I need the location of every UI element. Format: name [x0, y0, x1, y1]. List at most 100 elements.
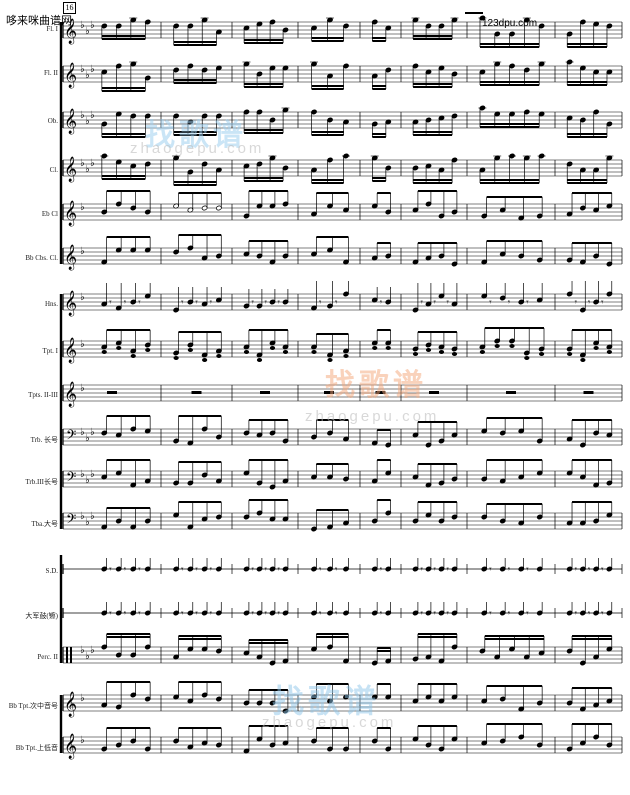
key-flat-icon: ♭	[80, 202, 85, 213]
eighth-rest-icon: 𝄾	[109, 298, 112, 308]
key-flat-icon: ♭	[85, 26, 90, 37]
note-beam	[465, 12, 483, 14]
notehead	[372, 346, 378, 350]
eighth-rest-icon: 𝄾	[278, 298, 281, 308]
bass-clef-icon: 𝄢	[66, 469, 76, 488]
notehead	[606, 350, 612, 354]
key-flat-icon: ♭	[90, 158, 95, 169]
notehead	[311, 350, 317, 354]
label-tpt1: Tpt. I	[42, 347, 58, 355]
eighth-rest-icon: 𝄾	[210, 565, 213, 575]
key-flat-icon: ♭	[90, 427, 95, 438]
key-flat-icon: ♭	[85, 433, 90, 444]
whole-rest	[260, 391, 270, 394]
eighth-rest-icon: 𝄾	[181, 298, 184, 308]
notehead	[130, 354, 136, 358]
whole-rest	[375, 391, 386, 394]
percussion-clef-icon	[66, 647, 68, 663]
eighth-rest-icon: 𝄾	[601, 298, 604, 308]
eighth-rest-icon: 𝄾	[319, 565, 322, 575]
notehead	[216, 354, 222, 358]
label-hns: Hns.	[44, 300, 58, 308]
key-flat-icon: ♭	[80, 469, 85, 480]
notehead	[479, 350, 485, 354]
treble-clef-icon: 𝄞	[64, 733, 77, 759]
eighth-rest-icon: 𝄾	[124, 609, 127, 619]
notehead	[567, 352, 573, 356]
label-trb: Trb. 长号	[30, 436, 58, 444]
eighth-rest-icon: 𝄾	[421, 609, 424, 619]
eighth-rest-icon: 𝄾	[265, 609, 268, 619]
key-flat-icon: ♭	[80, 693, 85, 704]
bass-clef-icon: 𝄢	[66, 427, 76, 446]
key-flat-icon: ♭	[90, 645, 95, 656]
eighth-rest-icon: 𝄾	[447, 609, 450, 619]
notehead	[282, 350, 289, 354]
label-trb3: Trb.III长号	[25, 478, 58, 486]
eighth-rest-icon: 𝄾	[278, 565, 281, 575]
notehead	[173, 356, 179, 360]
label-cl: Cl.	[49, 166, 58, 174]
notehead	[593, 346, 599, 350]
label-bbcl: Bb Cbs. Cl.	[25, 254, 58, 262]
eighth-rest-icon: 𝄾	[335, 609, 338, 619]
notehead	[412, 352, 419, 356]
eighth-rest-icon: 𝄾	[138, 565, 141, 575]
notehead	[451, 352, 458, 356]
label-ob: Ob.	[47, 117, 58, 125]
eighth-rest-icon: 𝄾	[335, 298, 338, 308]
watermark-brand-3: 找歌谱	[272, 683, 381, 719]
notehead	[145, 348, 151, 352]
eighth-rest-icon: 𝄾	[380, 298, 383, 308]
label-perc2: Perc. II	[37, 653, 58, 661]
key-flat-icon: ♭	[80, 292, 85, 303]
treble-clef-icon: 𝄞	[64, 108, 77, 134]
eighth-rest-icon: 𝄾	[265, 298, 268, 308]
key-flat-icon: ♭	[85, 70, 90, 81]
key-flat-icon: ♭	[90, 64, 95, 75]
key-flat-icon: ♭	[80, 339, 85, 350]
eighth-rest-icon: 𝄾	[109, 609, 112, 619]
eighth-rest-icon: 𝄾	[489, 298, 492, 308]
whole-rest	[324, 391, 334, 394]
notehead	[343, 354, 349, 358]
treble-clef-icon: 𝄞	[64, 691, 77, 717]
treble-clef-icon: 𝄞	[64, 337, 77, 363]
eighth-rest-icon: 𝄾	[181, 609, 184, 619]
notehead	[256, 358, 263, 362]
eighth-rest-icon: 𝄾	[380, 609, 383, 619]
notehead	[269, 346, 276, 350]
notehead	[539, 352, 545, 356]
whole-rest	[191, 391, 202, 394]
key-flat-icon: ♭	[80, 735, 85, 746]
key-flat-icon: ♭	[80, 645, 85, 656]
eighth-rest-icon: 𝄾	[421, 298, 424, 308]
whole-rest	[583, 391, 594, 394]
label-euph: Bb Tpt.次中音号	[8, 702, 58, 710]
eighth-rest-icon: 𝄾	[526, 609, 529, 619]
eighth-rest-icon: 𝄾	[335, 565, 338, 575]
whole-rest	[506, 391, 516, 394]
eighth-rest-icon: 𝄾	[508, 565, 511, 575]
eighth-rest-icon: 𝄾	[265, 565, 268, 575]
notehead	[385, 346, 391, 350]
label-tba: Tba.大号	[31, 520, 58, 528]
site-name-right: 123dpu.com	[482, 18, 538, 29]
label-sd: S.D.	[45, 567, 58, 575]
key-flat-icon: ♭	[80, 511, 85, 522]
treble-clef-icon: 𝄞	[64, 381, 77, 407]
key-flat-icon: ♭	[80, 246, 85, 257]
key-flat-icon: ♭	[80, 383, 85, 394]
treble-clef-icon: 𝄞	[64, 290, 77, 316]
whole-rest	[107, 391, 117, 394]
notehead	[580, 358, 586, 362]
eighth-rest-icon: 𝄾	[575, 609, 578, 619]
key-flat-icon: ♭	[80, 158, 85, 169]
eighth-rest-icon: 𝄾	[278, 609, 281, 619]
notehead	[327, 358, 333, 362]
eighth-rest-icon: 𝄾	[421, 565, 424, 575]
eighth-rest-icon: 𝄾	[508, 609, 511, 619]
label-fl2: Fl. II	[44, 69, 58, 77]
notehead	[494, 344, 500, 348]
treble-clef-icon: 𝄞	[64, 200, 77, 226]
